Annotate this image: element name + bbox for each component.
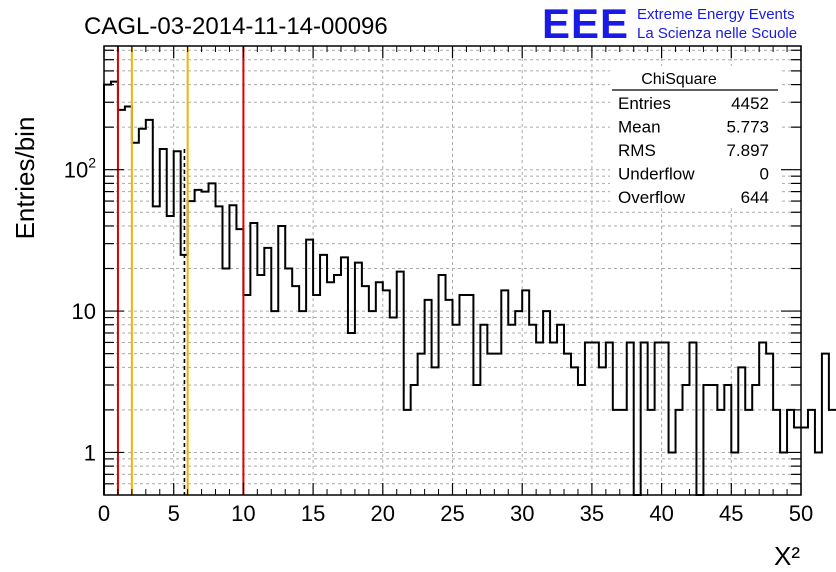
x-tick-label: 15 (301, 501, 325, 526)
stats-row-value: 0 (760, 165, 769, 184)
stats-box: ChiSquare Entries 4452 Mean 5.773 RMS 7.897 Un… (610, 66, 780, 208)
stats-title: ChiSquare (641, 71, 717, 88)
stats-row-label: RMS (618, 141, 656, 160)
stats-row-label: Mean (618, 118, 661, 137)
threshold-lines (116, 46, 245, 495)
chart-title: CAGL-03-2014-11-14-00096 (84, 13, 388, 40)
x-tick-label: 5 (168, 501, 180, 526)
logo-eee: EEE (542, 0, 629, 47)
x-tick-label: 0 (98, 501, 110, 526)
stats-row-value: 4452 (731, 94, 769, 113)
y-tick-label-exponent: 2 (88, 155, 96, 171)
stats-row-value: 5.773 (726, 118, 769, 137)
stats-row-value: 644 (741, 188, 769, 207)
stats-row-label: Underflow (618, 165, 695, 184)
x-tick-label: 25 (440, 501, 464, 526)
x-tick-label: 35 (580, 501, 604, 526)
y-axis-label: Entries/bin (10, 117, 40, 240)
x-tick-label: 10 (231, 501, 255, 526)
stats-row-label: Entries (618, 94, 671, 113)
y-tick-label: 10 (72, 299, 96, 324)
logo-line-1: Extreme Energy Events (637, 6, 795, 23)
x-tick-label: 30 (510, 501, 534, 526)
eee-logo: EEE Extreme Energy Events La Scienza nel… (542, 0, 797, 47)
x-tick-label: 20 (371, 501, 395, 526)
x-tick-label: 45 (719, 501, 743, 526)
x-axis-label: X² (774, 541, 800, 571)
y-tick-label: 102 (64, 155, 96, 183)
logo-line-2: La Scienza nelle Scuole (637, 25, 797, 42)
x-tick-label: 40 (649, 501, 673, 526)
stats-row-value: 7.897 (726, 141, 769, 160)
x-tick-label: 50 (789, 501, 813, 526)
y-tick-label: 1 (84, 440, 96, 465)
stats-row-label: Overflow (618, 188, 686, 207)
